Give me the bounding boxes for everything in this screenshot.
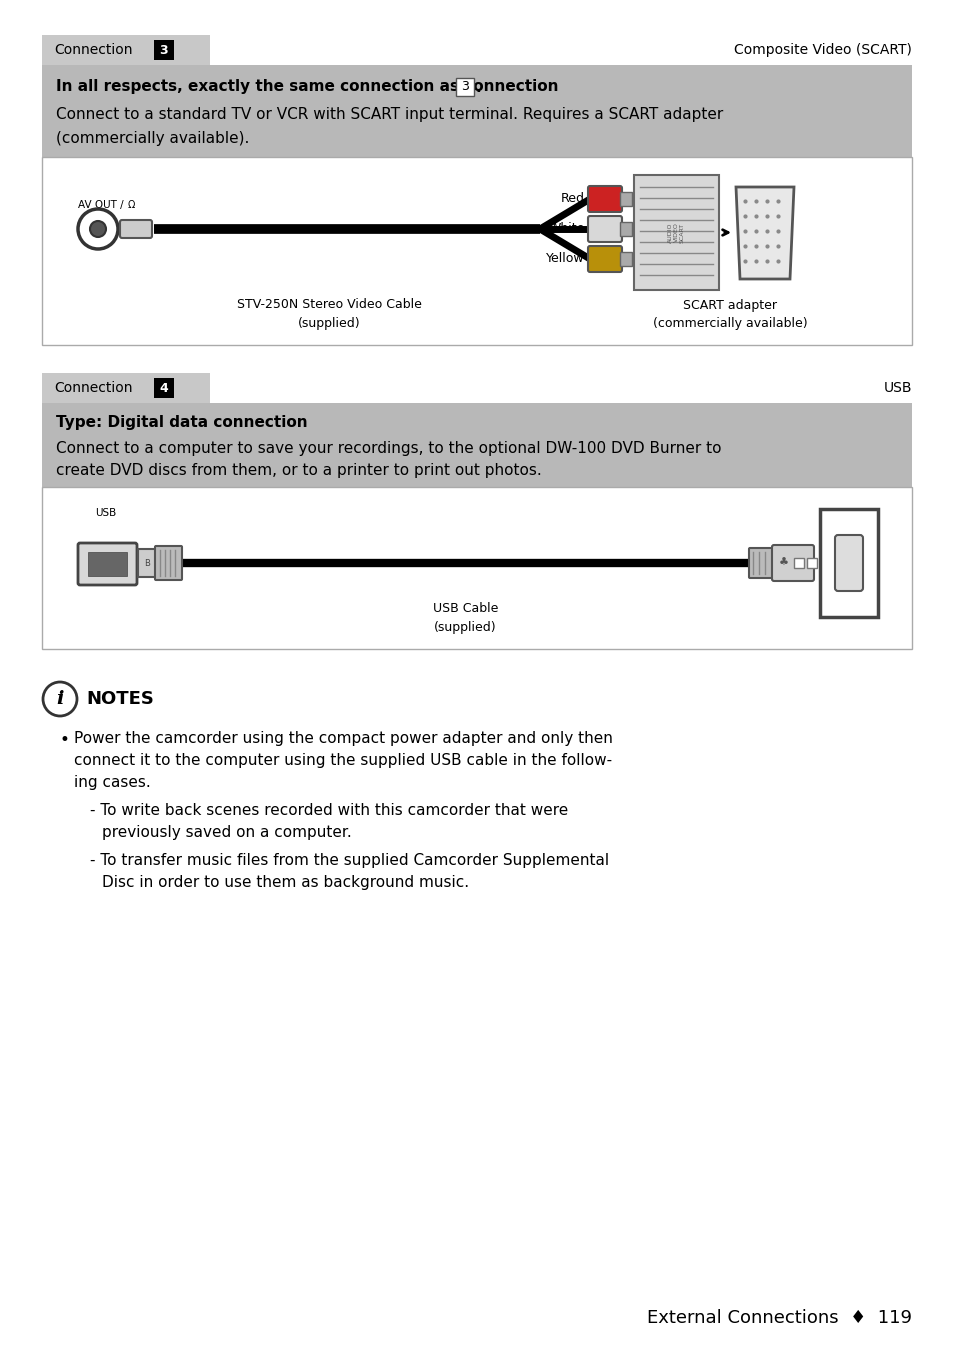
Text: (commercially available).: (commercially available). (56, 132, 249, 147)
Text: In all respects, exactly the same connection as connection: In all respects, exactly the same connec… (56, 79, 563, 94)
Bar (153, 40, 173, 61)
Text: Connection: Connection (54, 43, 132, 56)
Bar (806, 558, 816, 568)
Text: ♣: ♣ (779, 558, 788, 568)
Text: White: White (548, 222, 584, 235)
Bar (456, 78, 474, 95)
Text: NOTES: NOTES (86, 690, 153, 707)
Text: create DVD discs from them, or to a printer to print out photos.: create DVD discs from them, or to a prin… (56, 464, 541, 479)
Text: Connect to a standard TV or VCR with SCART input terminal. Requires a SCART adap: Connect to a standard TV or VCR with SCA… (56, 108, 722, 122)
Text: - To transfer music files from the supplied Camcorder Supplemental: - To transfer music files from the suppl… (90, 853, 608, 868)
Text: Yellow: Yellow (546, 253, 584, 265)
Bar (619, 192, 631, 206)
Text: USB Cable: USB Cable (433, 603, 497, 616)
Circle shape (90, 221, 106, 237)
Text: AV OUT /: AV OUT / (78, 200, 124, 210)
FancyBboxPatch shape (587, 217, 621, 242)
Text: - To write back scenes recorded with this camcorder that were: - To write back scenes recorded with thi… (90, 803, 568, 818)
Text: AUDIO
VIDEO
SCART: AUDIO VIDEO SCART (667, 222, 684, 242)
Bar (42, 65, 911, 157)
Text: External Connections  ♦  119: External Connections ♦ 119 (646, 1309, 911, 1328)
Bar (42, 404, 911, 487)
Bar (42, 487, 911, 650)
FancyBboxPatch shape (587, 246, 621, 272)
Text: Connect to a computer to save your recordings, to the optional DW-100 DVD Burner: Connect to a computer to save your recor… (56, 441, 720, 456)
Bar (153, 378, 173, 398)
Text: USB: USB (882, 381, 911, 395)
FancyBboxPatch shape (587, 186, 621, 213)
Bar (619, 222, 631, 235)
Circle shape (43, 682, 77, 716)
FancyBboxPatch shape (154, 546, 182, 580)
Text: Connection: Connection (54, 381, 132, 395)
FancyBboxPatch shape (771, 545, 813, 581)
Bar (619, 252, 631, 266)
Bar (634, 175, 719, 291)
Text: •: • (60, 730, 70, 749)
FancyBboxPatch shape (748, 547, 772, 578)
Text: (commercially available): (commercially available) (653, 316, 807, 330)
Text: (supplied): (supplied) (297, 316, 360, 330)
FancyBboxPatch shape (78, 543, 137, 585)
Text: STV-250N Stereo Video Cable: STV-250N Stereo Video Cable (236, 299, 421, 312)
Polygon shape (735, 187, 793, 278)
Text: Ω: Ω (128, 200, 135, 210)
Text: connect it to the computer using the supplied USB cable in the follow-: connect it to the computer using the sup… (74, 753, 612, 768)
Bar (42, 373, 210, 404)
Text: Red: Red (560, 192, 584, 206)
FancyBboxPatch shape (120, 221, 152, 238)
Text: 3: 3 (159, 43, 168, 56)
Circle shape (78, 208, 118, 249)
FancyBboxPatch shape (834, 535, 862, 590)
Bar (88, 551, 127, 576)
Text: i: i (56, 690, 64, 707)
Text: Disc in order to use them as background music.: Disc in order to use them as background … (102, 876, 469, 890)
Bar (42, 35, 210, 65)
Text: Power the camcorder using the compact power adapter and only then: Power the camcorder using the compact po… (74, 730, 612, 746)
Text: USB: USB (95, 508, 116, 518)
Text: ing cases.: ing cases. (74, 775, 151, 790)
Text: previously saved on a computer.: previously saved on a computer. (102, 824, 352, 841)
Text: .: . (476, 79, 481, 94)
Bar (820, 508, 877, 617)
Text: 4: 4 (159, 382, 168, 394)
Text: SCART adapter: SCART adapter (682, 299, 777, 312)
Bar (793, 558, 803, 568)
Text: B: B (144, 558, 150, 568)
Bar (42, 157, 911, 346)
Text: Composite Video (SCART): Composite Video (SCART) (734, 43, 911, 56)
Text: (supplied): (supplied) (434, 620, 497, 633)
Text: Type: Digital data connection: Type: Digital data connection (56, 416, 307, 430)
Bar (138, 549, 156, 577)
Text: 3: 3 (460, 81, 469, 94)
